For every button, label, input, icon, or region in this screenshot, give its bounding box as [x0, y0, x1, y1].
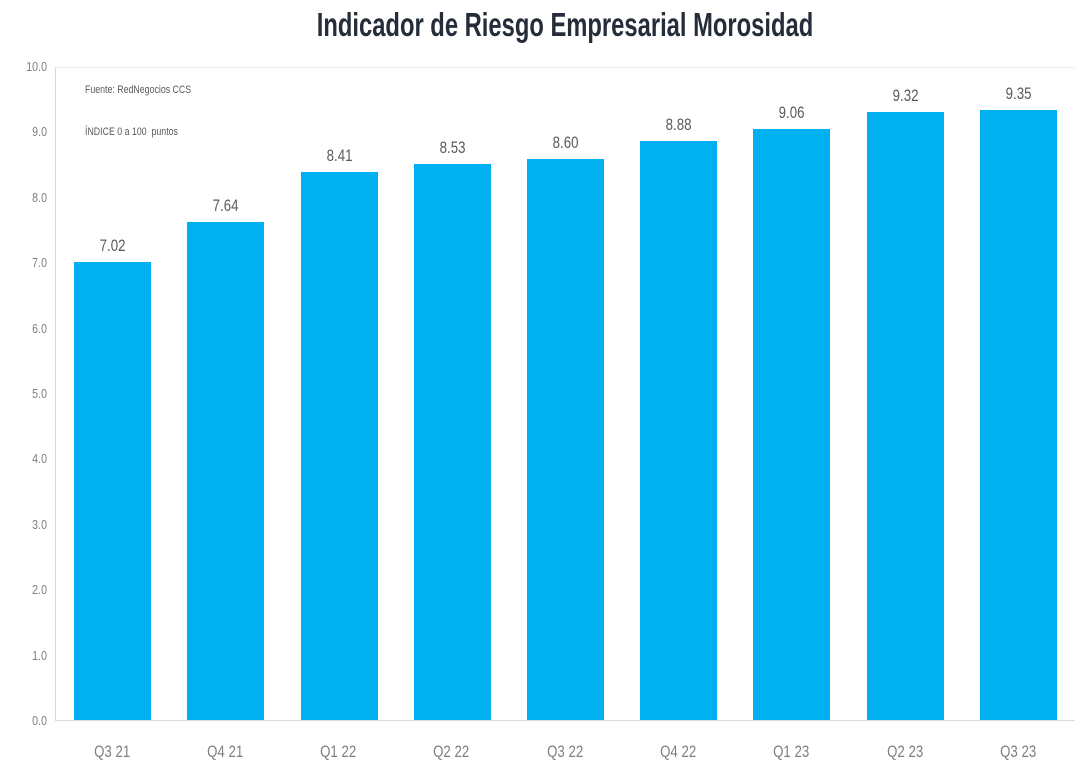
- x-axis-label: Q1 23: [773, 742, 810, 761]
- bar[interactable]: [979, 110, 1057, 720]
- bar-group: 7.02: [56, 68, 169, 720]
- x-axis-label: Q1 22: [320, 742, 357, 761]
- x-axis-label: Q3 23: [1000, 742, 1037, 761]
- x-axis: Q3 21 Q4 21 Q1 22 Q2 22 Q3 22 Q4 22 Q1 23 Q2 23…: [55, 722, 1075, 762]
- y-axis-label: 6.0: [32, 320, 47, 336]
- x-axis-label: Q2 22: [433, 742, 470, 761]
- x-axis-label: Q4 22: [660, 742, 697, 761]
- x-axis-label: Q3 21: [93, 742, 130, 761]
- y-axis-label: 2.0: [32, 582, 47, 598]
- bar-value-label: 7.02: [99, 236, 126, 256]
- source-note-line2: ÍNDICE 0 a 100 puntos: [85, 126, 178, 138]
- bar-value-label: 7.64: [212, 195, 239, 215]
- y-axis-label: 7.0: [32, 255, 47, 271]
- bar-value-label: 9.32: [892, 86, 919, 106]
- source-note-line1: Fuente: RedNegocios CCS: [85, 84, 192, 96]
- bar-group: 9.06: [735, 68, 848, 720]
- bar-group: 9.35: [962, 68, 1075, 720]
- y-axis-label: 8.0: [32, 189, 47, 205]
- bar[interactable]: [526, 159, 604, 720]
- bar[interactable]: [187, 221, 265, 720]
- y-axis-label: 9.0: [32, 124, 47, 140]
- bar-value-label: 8.60: [552, 133, 579, 153]
- x-axis-label: Q4 21: [206, 742, 244, 761]
- plot-area: 7.02 7.64 8.41 8.53 8.60 8.88 9.06 9.32 9.35: [55, 67, 1075, 721]
- bars: 7.02 7.64 8.41 8.53 8.60 8.88 9.06 9.32 9.35: [56, 68, 1075, 720]
- chart-title: Indicador de Riesgo Empresarial Morosida…: [316, 6, 814, 43]
- bar-value-label: 9.06: [779, 103, 805, 123]
- bar-value-label: 8.41: [326, 145, 352, 165]
- y-axis-label: 10.0: [26, 59, 47, 74]
- y-axis-label: 0.0: [32, 713, 47, 728]
- y-axis-label: 4.0: [32, 451, 47, 467]
- bar-value-label: 8.53: [439, 137, 466, 157]
- y-axis-label: 1.0: [32, 647, 47, 663]
- x-axis-label: Q2 23: [886, 742, 924, 761]
- bar[interactable]: [413, 163, 491, 720]
- bar[interactable]: [74, 262, 152, 720]
- bar-group: 8.41: [282, 68, 395, 720]
- bar[interactable]: [640, 141, 718, 720]
- bar-group: 8.88: [622, 68, 735, 720]
- bar-group: 8.60: [509, 68, 622, 720]
- y-axis-label: 5.0: [32, 386, 47, 401]
- bar-group: 7.64: [169, 68, 282, 720]
- source-note: Fuente: RedNegocios CCS ÍNDICE 0 a 100 p…: [85, 55, 191, 167]
- bar[interactable]: [753, 129, 831, 720]
- bar[interactable]: [866, 112, 944, 720]
- bar-value-label: 9.35: [1005, 84, 1032, 104]
- bar[interactable]: [300, 171, 378, 720]
- bar-value-label: 8.88: [665, 115, 692, 135]
- bar-group: 9.32: [849, 68, 962, 720]
- y-axis: 0.0 1.0 2.0 3.0 4.0 5.0 6.0 7.0 8.0 9.0 10.0: [0, 60, 47, 728]
- x-axis-label: Q3 22: [546, 742, 584, 761]
- y-axis-label: 3.0: [32, 516, 47, 532]
- bar-group: 8.53: [396, 68, 509, 720]
